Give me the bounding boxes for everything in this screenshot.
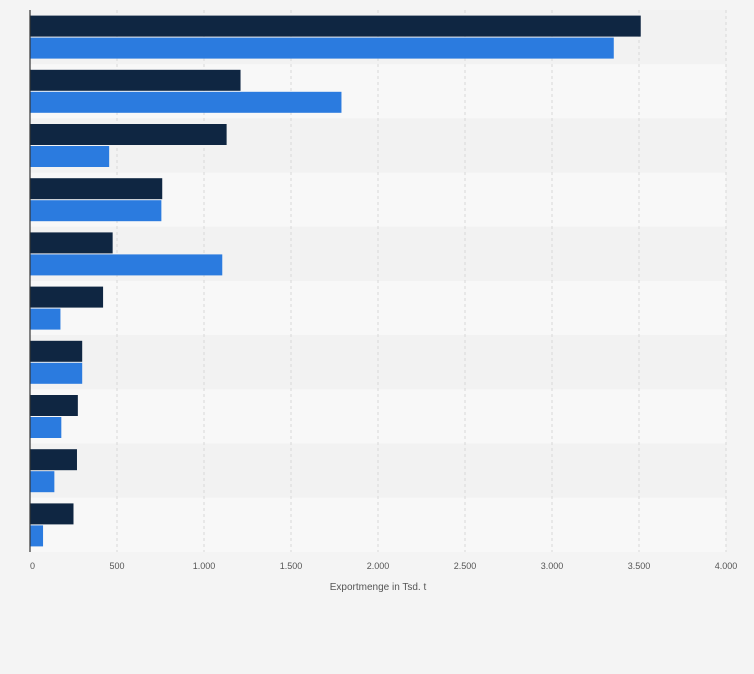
bar bbox=[30, 308, 61, 330]
bar bbox=[30, 471, 55, 493]
x-tick-label: 1.500 bbox=[280, 561, 303, 571]
bars bbox=[30, 15, 641, 547]
x-tick-label: 2.500 bbox=[454, 561, 477, 571]
bar bbox=[30, 37, 614, 59]
bar bbox=[30, 15, 641, 37]
bar bbox=[30, 362, 83, 384]
x-tick-label: 3.500 bbox=[628, 561, 651, 571]
x-tick-label: 3.000 bbox=[541, 561, 564, 571]
row-band bbox=[30, 389, 726, 444]
bar bbox=[30, 449, 77, 471]
bar bbox=[30, 395, 78, 416]
bar bbox=[30, 254, 223, 276]
x-tick-label: 0 bbox=[30, 561, 35, 571]
bar bbox=[30, 124, 227, 145]
bar bbox=[30, 340, 83, 362]
bar bbox=[30, 286, 104, 308]
bar bbox=[30, 417, 62, 438]
x-tick-label: 500 bbox=[109, 561, 124, 571]
bar bbox=[30, 69, 241, 91]
row-bands bbox=[30, 10, 726, 552]
x-tick-label: 2.000 bbox=[367, 561, 390, 571]
row-band bbox=[30, 335, 726, 390]
bar bbox=[30, 503, 74, 525]
x-tick-labels: 0 500 1.000 1.500 2.000 2.500 3.000 3.500 4.000 bbox=[30, 561, 737, 571]
x-tick-label: 1.000 bbox=[193, 561, 216, 571]
x-tick-label: 4.000 bbox=[715, 561, 738, 571]
row-band bbox=[30, 281, 726, 336]
bar bbox=[30, 146, 110, 167]
row-band bbox=[30, 443, 726, 498]
bar bbox=[30, 200, 162, 222]
bar bbox=[30, 525, 44, 547]
bar bbox=[30, 91, 342, 113]
bar bbox=[30, 178, 163, 200]
x-axis-label: Exportmenge in Tsd. t bbox=[330, 582, 427, 593]
row-band bbox=[30, 497, 726, 552]
bar bbox=[30, 232, 113, 254]
